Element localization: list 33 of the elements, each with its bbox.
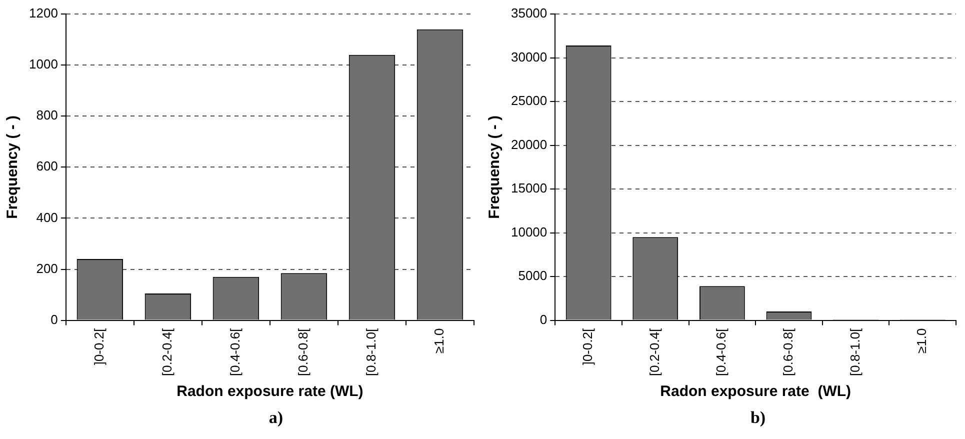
text: a): [268, 408, 284, 427]
y-tick-label: 30000: [510, 49, 548, 64]
x-axis-title: Radon exposure rate (WL): [660, 383, 852, 400]
y-axis-title: Frequency ( - ): [4, 115, 22, 219]
x-tick-label: [0.8-1.0[: [847, 328, 862, 376]
y-tick-label: 0: [50, 312, 58, 327]
y-tick-label: 35000: [510, 6, 548, 21]
y-tick-label: 5000: [518, 268, 548, 284]
y-tick-label: 20000: [510, 136, 548, 152]
y-tick-label: 200: [36, 260, 58, 276]
x-tick-label: [0.2-0.4[: [160, 328, 175, 376]
x-tick-label: [0.6-0.8[: [780, 328, 796, 376]
y-tick-label: 15000: [510, 180, 548, 196]
y-tick-label: 10000: [510, 224, 548, 240]
x-tick-label: [0.6-0.8[: [296, 328, 311, 376]
y-tick-label: 400: [36, 210, 58, 225]
x-tick-label: ≥1.0: [914, 328, 930, 354]
y-tick-label: 800: [36, 108, 58, 123]
x-tick-label: [0.4-0.6[: [714, 328, 729, 376]
y-tick-label: 25000: [510, 93, 548, 108]
x-tick-label: [0.8-1.0[: [364, 328, 379, 376]
y-axis-title: Frequency ( - ): [486, 115, 504, 219]
x-axis-title: Radon exposure rate (WL): [176, 383, 364, 400]
x-tick-label: ]0-0.2[: [92, 328, 107, 366]
y-tick-label: 1200: [29, 6, 58, 21]
y-tick-label: 1000: [29, 56, 58, 72]
x-tick-label: [0.4-0.6[: [228, 328, 243, 376]
x-tick-label: [0.2-0.4[: [646, 328, 662, 376]
x-tick-label: ]0-0.2[: [580, 328, 596, 366]
x-tick-label: ≥1.0: [432, 328, 447, 354]
y-tick-label: 0: [540, 312, 548, 327]
text: b): [749, 408, 766, 427]
y-tick-label: 600: [36, 158, 58, 174]
